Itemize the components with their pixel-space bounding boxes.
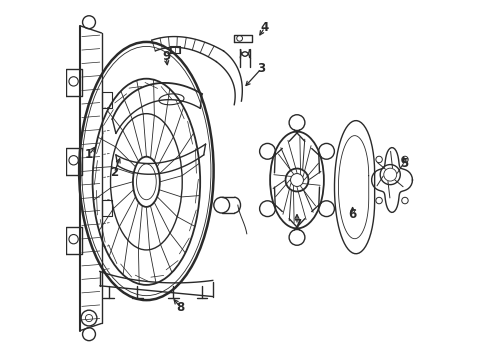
- Text: 2: 2: [110, 166, 118, 179]
- Text: 1: 1: [85, 148, 93, 161]
- Text: 9: 9: [162, 50, 170, 63]
- Text: 7: 7: [293, 218, 301, 231]
- Text: 4: 4: [261, 21, 269, 34]
- Text: 8: 8: [176, 301, 185, 314]
- Text: 6: 6: [348, 208, 357, 221]
- Text: 5: 5: [400, 157, 409, 170]
- Text: 3: 3: [257, 62, 265, 75]
